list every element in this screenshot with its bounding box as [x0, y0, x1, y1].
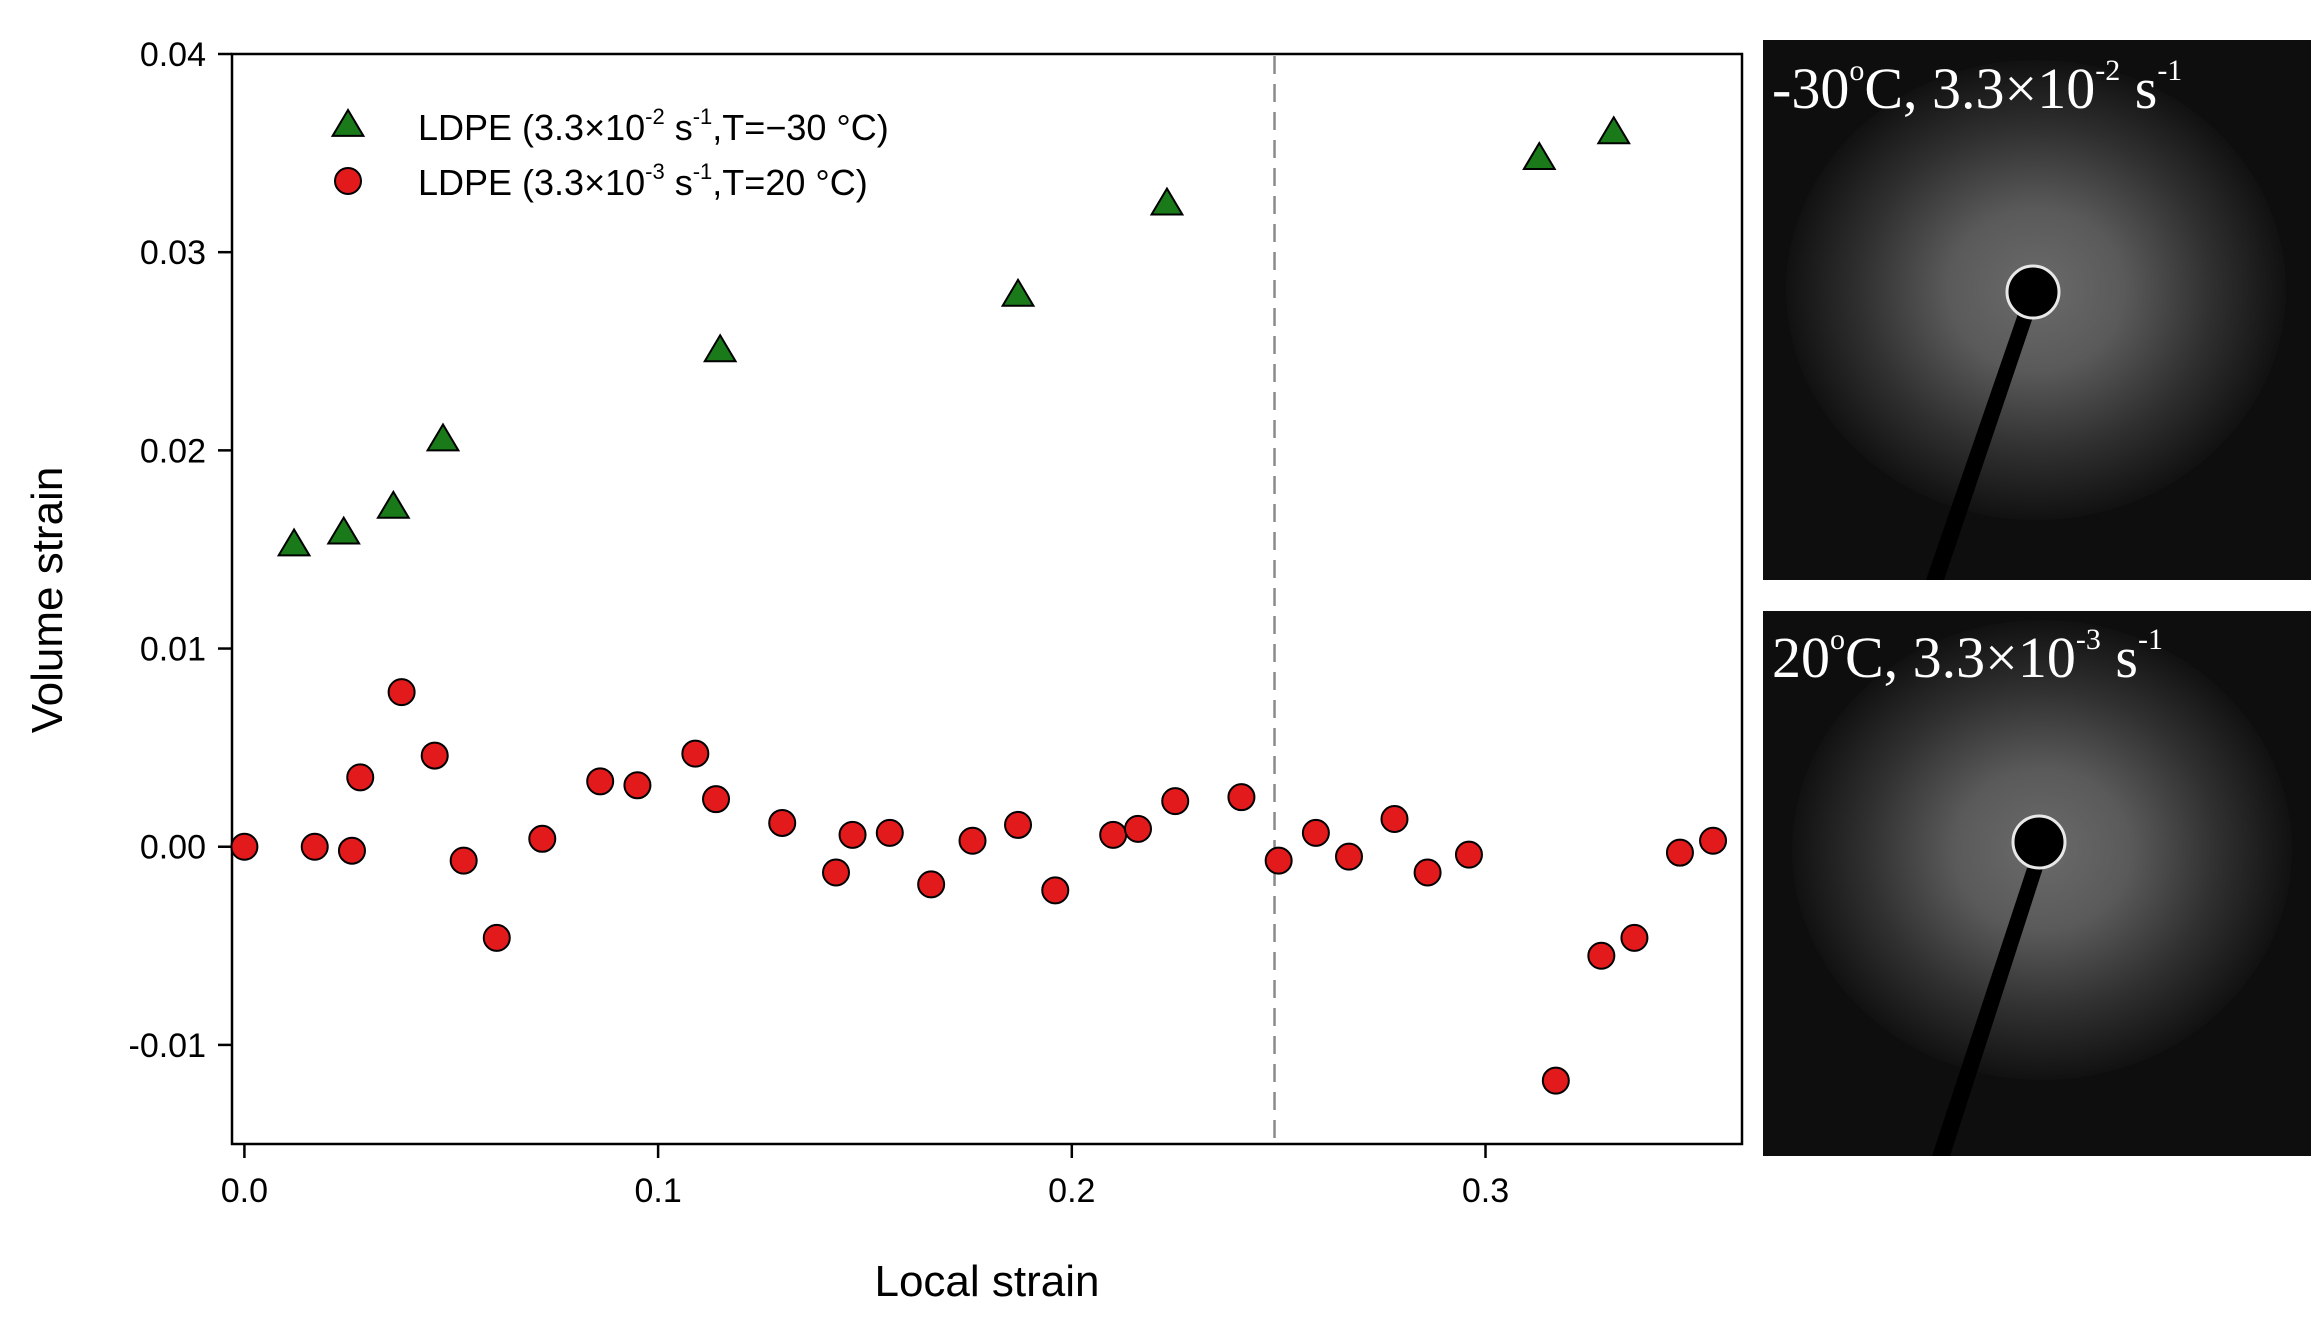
legend-marker-circle — [334, 167, 362, 195]
data-point-circle — [1699, 826, 1728, 855]
y-tick-label: 0.00 — [140, 829, 206, 867]
data-point-circle — [1454, 840, 1483, 869]
legend-label-part: LDPE (3.3×10 — [418, 107, 645, 148]
data-point-circle — [420, 741, 449, 770]
legend-label-part: -2 — [645, 104, 665, 129]
data-point-circle — [482, 923, 511, 952]
legend-label: LDPE (3.3×10-3 s-1,T=20 °C) — [418, 159, 868, 203]
x-tick-label: 0.2 — [1048, 1172, 1095, 1210]
y-axis-title: Volume strain — [23, 467, 72, 734]
legend-label-part: ,T=−30 °C) — [712, 107, 888, 148]
data-point-circle — [586, 767, 615, 796]
beamstop-arm — [1926, 305, 2037, 580]
beamstop-arm — [1932, 868, 2043, 1156]
data-point-circle — [1301, 818, 1330, 847]
series-1 — [276, 115, 1631, 557]
data-point-circle — [822, 858, 850, 887]
legend-label-part: -1 — [693, 104, 713, 129]
data-point-circle — [875, 818, 904, 847]
series-2 — [230, 678, 1728, 1095]
legend-label-part: LDPE (3.3×10 — [418, 162, 645, 203]
data-point-circle — [1161, 787, 1190, 816]
data-point-circle — [337, 836, 366, 865]
data-point-triangle — [703, 333, 738, 363]
x-axis: 0.0 0.1 0.2 0.3 — [221, 1144, 1509, 1210]
data-point-circle — [623, 771, 652, 800]
data-point-circle — [1041, 876, 1070, 905]
data-point-circle — [838, 820, 867, 849]
data-point-circle — [1587, 941, 1616, 970]
data-point-triangle — [326, 515, 361, 545]
plot-area — [230, 52, 1744, 1146]
data-point-circle — [528, 824, 557, 853]
data-point-circle — [1227, 783, 1256, 812]
data-point-circle — [230, 832, 259, 861]
legend-label-part: -1 — [693, 159, 713, 184]
data-point-circle — [1413, 858, 1442, 887]
legend-label-part: s — [665, 107, 693, 148]
data-point-circle — [1541, 1066, 1570, 1095]
y-axis: -0.01 0.00 0.01 0.02 0.03 0.04 — [129, 36, 232, 1065]
legend-label: LDPE (3.3×10-2 s-1,T=−30 °C) — [418, 104, 889, 148]
data-point-circle — [346, 763, 375, 792]
data-point-circle — [958, 826, 987, 855]
y-tick-label: 0.03 — [140, 234, 206, 272]
data-point-circle — [387, 678, 416, 707]
data-point-circle — [917, 870, 946, 899]
data-point-triangle — [1596, 115, 1631, 145]
legend-label-part: -3 — [645, 159, 665, 184]
data-point-circle — [702, 785, 731, 814]
data-point-circle — [681, 739, 710, 768]
panel-label-top: -30oC, 3.3×10-2 s-1 — [1772, 54, 2182, 121]
beamstop — [2005, 264, 2061, 320]
data-point-circle — [1099, 820, 1128, 849]
data-point-triangle — [1149, 186, 1185, 216]
beamstop — [2011, 814, 2067, 870]
data-point-circle — [1380, 804, 1409, 833]
y-tick-label: 0.04 — [140, 36, 206, 74]
panel-label-bottom: 20oC, 3.3×10-3 s-1 — [1772, 623, 2163, 690]
y-tick-label: 0.02 — [140, 432, 206, 470]
data-point-triangle — [376, 489, 411, 519]
x-axis-title: Local strain — [874, 1257, 1099, 1306]
data-point-triangle — [276, 527, 312, 557]
data-point-circle — [300, 832, 329, 861]
legend-marker-triangle — [330, 108, 366, 137]
diffraction-panel-top: -30oC, 3.3×10-2 s-1 — [1763, 40, 2311, 580]
data-point-triangle — [1000, 277, 1036, 307]
data-point-circle — [1124, 814, 1152, 843]
data-point-circle — [1004, 810, 1033, 839]
data-point-circle — [1665, 838, 1694, 867]
data-point-triangle — [1522, 141, 1557, 170]
data-point-circle — [1334, 842, 1363, 871]
data-point-circle — [768, 808, 797, 837]
plot-frame — [230, 52, 1744, 1146]
legend: LDPE (3.3×10-2 s-1,T=−30 °C)LDPE (3.3×10… — [330, 104, 889, 203]
data-marks — [230, 115, 1728, 1095]
legend-label-part: ,T=20 °C) — [712, 162, 867, 203]
x-tick-label: 0.1 — [634, 1172, 681, 1210]
data-point-circle — [1620, 923, 1649, 952]
x-tick-label: 0.3 — [1462, 1172, 1509, 1210]
data-point-circle — [449, 846, 478, 875]
y-tick-label: 0.01 — [140, 631, 206, 669]
data-point-triangle — [425, 422, 461, 452]
x-tick-label: 0.0 — [221, 1172, 268, 1210]
diffraction-panel-bottom: 20oC, 3.3×10-3 s-1 — [1763, 611, 2311, 1156]
y-tick-label: -0.01 — [129, 1027, 207, 1065]
legend-label-part: s — [665, 162, 693, 203]
data-point-circle — [1264, 846, 1293, 875]
